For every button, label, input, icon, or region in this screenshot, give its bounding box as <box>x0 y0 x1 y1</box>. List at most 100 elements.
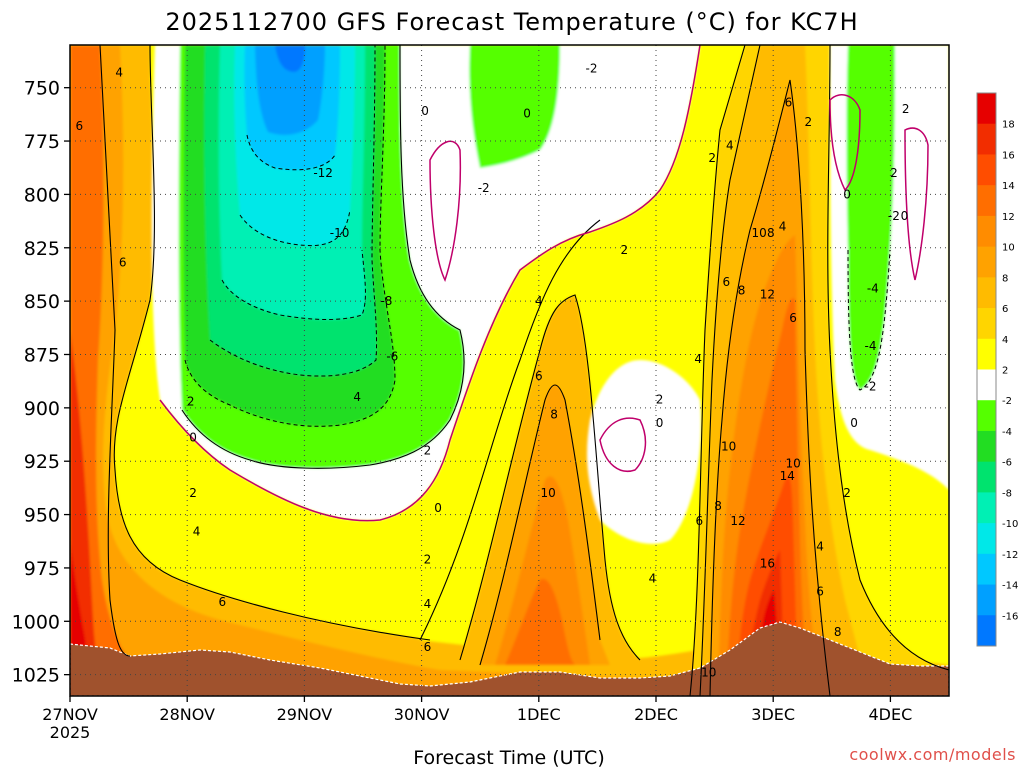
colorbar-label: 12 <box>1002 212 1015 223</box>
surface-terrain <box>70 621 949 696</box>
colorbar-swatch <box>977 185 996 217</box>
contour-label-layer: 46620246-12-10-8-640-220246-204681042201… <box>76 61 910 679</box>
contour-line <box>827 45 949 671</box>
colorbar-swatch <box>977 123 996 155</box>
y-axis: 750 775 800 825 850 875 900 925 950 975 1000 1025 <box>12 78 70 687</box>
band-12-dec1 <box>505 579 575 665</box>
contour-label: 2 <box>424 552 432 566</box>
colorbar-label: 16 <box>1002 150 1015 161</box>
contour-label: 4 <box>816 540 824 554</box>
contour-lines <box>99 45 949 696</box>
band-neg2-top <box>469 45 560 168</box>
zero-contour <box>904 127 929 281</box>
colorbar-swatch <box>977 246 996 278</box>
contour-line <box>709 79 831 696</box>
contour-label: 0 <box>901 209 909 223</box>
contour-label: 8 <box>550 407 558 421</box>
contour-label: 6 <box>785 96 793 110</box>
contour-label: 16 <box>760 557 775 571</box>
contour-label: -6 <box>386 350 398 364</box>
x-tick-label: 4DEC <box>869 705 913 724</box>
colorbar-label: -12 <box>1002 550 1018 561</box>
contour-label: 0 <box>850 416 858 430</box>
contour-label: 2 <box>189 486 197 500</box>
contour-label: 4 <box>535 294 543 308</box>
y-tick-label: 750 <box>24 78 60 100</box>
band-10-dec1 <box>495 476 590 665</box>
contour-label: 2 <box>424 444 432 458</box>
contour-label: -2 <box>888 209 900 223</box>
contour-label: 2 <box>902 102 910 116</box>
contour-line <box>221 249 366 320</box>
band-neg16-west <box>275 45 305 72</box>
colorbar-swatch <box>977 308 996 340</box>
y-tick-label: 850 <box>24 291 60 313</box>
colorbar-label: 6 <box>1002 304 1008 315</box>
contour-line <box>181 45 465 469</box>
y-tick-label: 1025 <box>12 665 60 687</box>
contour-line <box>184 45 396 427</box>
colorbar: 18 16 14 12 10 8 6 4 2 -2 -4 -6 -8 -10 -12 -14 -16 <box>976 92 1018 647</box>
contour-label: -10 <box>330 226 350 240</box>
y-tick-label: 825 <box>24 238 60 260</box>
colorbar-label: 2 <box>1002 366 1008 377</box>
contour-label: 2 <box>187 394 195 408</box>
colorbar-swatch <box>977 154 996 186</box>
contour-label: 0 <box>843 187 851 201</box>
colorbar-label: -16 <box>1002 611 1018 622</box>
contour-label: 10 <box>541 486 556 500</box>
colorbar-swatch <box>977 492 996 524</box>
contour-label: 10 <box>721 439 736 453</box>
contour-label: -2 <box>864 380 876 394</box>
y-tick-label: 1000 <box>12 611 60 633</box>
contour-label: 4 <box>649 572 657 586</box>
contour-label: 12 <box>730 514 745 528</box>
contour-label: 2 <box>621 243 629 257</box>
colorbar-label: -10 <box>1002 519 1018 530</box>
contour-label: 4 <box>779 219 787 233</box>
contour-label: 6 <box>119 256 127 270</box>
colorbar-label: -2 <box>1002 396 1012 407</box>
contour-label: 0 <box>189 431 197 445</box>
cold-bands <box>151 45 949 544</box>
x-axis-label: Forecast Time (UTC) <box>413 747 604 768</box>
x-axis: 27NOV 28NOV 29NOV 30NOV 1DEC 2DEC 3DEC 4DEC <box>42 696 912 724</box>
contour-line <box>479 384 601 666</box>
contour-label: 6 <box>789 311 797 325</box>
zero-contour <box>599 417 647 472</box>
contour-label: 6 <box>424 640 432 654</box>
contour-label: 6 <box>535 369 543 383</box>
contour-label: 6 <box>816 584 824 598</box>
watermark: coolwx.com/models <box>849 745 1016 764</box>
contour-label: 4 <box>115 66 123 80</box>
contour-label: -4 <box>867 281 879 295</box>
colorbar-label: 10 <box>1002 243 1015 254</box>
contour-label: -2 <box>586 61 598 75</box>
zero-contour <box>829 94 861 192</box>
contour-line <box>246 134 336 171</box>
y-tick-label: 775 <box>24 131 60 153</box>
x-tick-label: 2DEC <box>634 705 678 724</box>
contour-lines-zero <box>159 45 929 522</box>
contour-label: 4 <box>694 352 702 366</box>
plot-frame <box>69 44 950 697</box>
colorbar-swatch <box>977 400 996 432</box>
chart-title: 2025112700 GFS Forecast Temperature (°C)… <box>165 8 858 36</box>
contour-label: -4 <box>864 339 876 353</box>
y-tick-label: 950 <box>24 505 60 527</box>
contour-label: 0 <box>656 416 664 430</box>
contour-label: 0 <box>421 104 429 118</box>
contour-label: 2 <box>708 151 716 165</box>
zero-contour <box>159 45 701 522</box>
colorbar-frame <box>976 92 997 647</box>
y-tick-label: 875 <box>24 344 60 366</box>
colorbar-swatch <box>977 93 996 125</box>
colorbar-label: -4 <box>1002 427 1012 438</box>
band-16-west <box>70 330 100 670</box>
x-tick-label: 27NOV <box>42 705 98 724</box>
x-tick-label: 1DEC <box>517 705 561 724</box>
x-tick-label: 3DEC <box>751 705 795 724</box>
colorbar-swatch <box>977 430 996 463</box>
contour-line <box>847 249 891 391</box>
contour-lines-dashed <box>184 45 891 427</box>
